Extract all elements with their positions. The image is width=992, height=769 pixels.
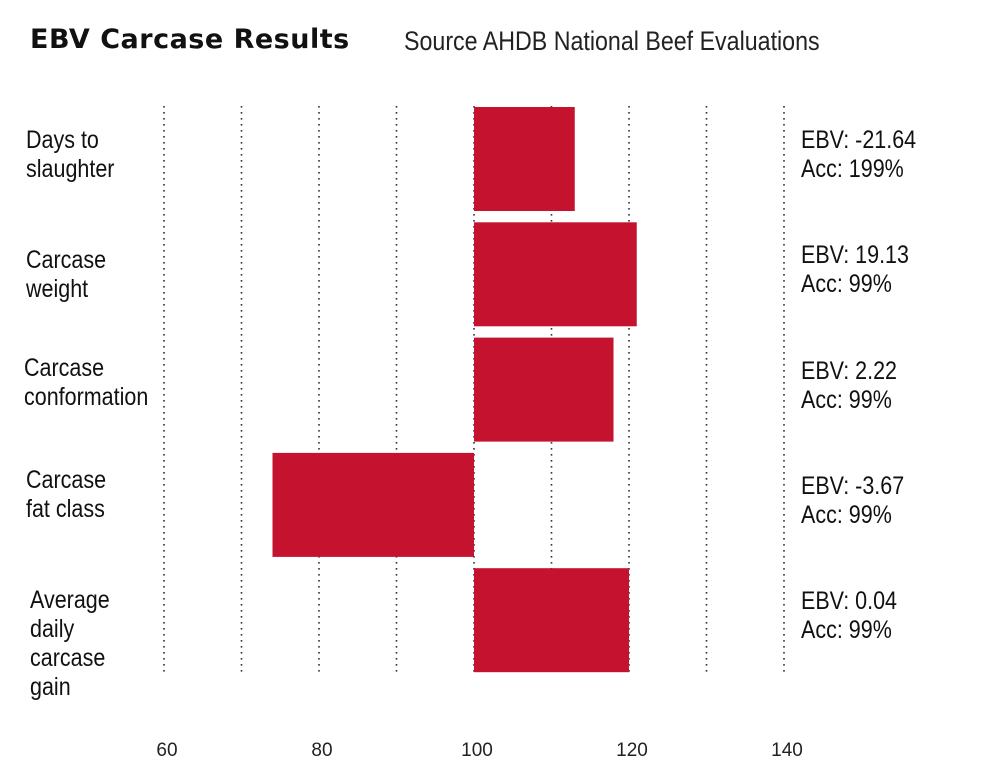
ebv-value: EBV: -3.67 [801,471,905,500]
category-label-line: gain [30,673,71,701]
bar [474,337,614,442]
category-label-line: carcase [30,644,106,672]
category-label: Days to slaughter [26,126,114,184]
accuracy-value: Acc: 199% [801,155,904,183]
x-tick-label: 140 [771,740,803,761]
category-label-line: Days to [26,126,99,154]
category-label-line: conformation [24,383,149,411]
category-label-line: fat class [26,495,105,523]
accuracy-value: Acc: 99% [801,385,892,414]
bars [272,107,637,673]
category-label: Carcase conformation [24,354,148,412]
chart-subtitle: Source AHDB National Beef Evaluations [404,26,820,56]
accuracy-value: Acc: 99% [801,616,892,645]
category-label-line: Carcase [26,246,107,274]
chart-title: EBV Carcase Results [30,24,350,55]
bar [474,222,637,327]
category-label-line: daily [30,615,75,643]
category-label-line: Carcase [24,354,105,382]
bar [474,568,629,673]
bar [272,452,474,557]
x-tick-labels: 60 80 100 120 140 [156,740,802,761]
category-label-line: slaughter [26,155,115,183]
x-tick-label: 80 [311,740,332,761]
category-label-line: Carcase [26,466,107,494]
ebv-value: EBV: 19.13 [801,241,909,270]
bar [474,107,575,211]
bar-annotation: EBV: -3.67 Acc: 99% [801,472,904,530]
category-label-line: weight [26,275,89,303]
ebv-value: EBV: -21.64 [801,126,917,154]
ebv-value: EBV: 0.04 [801,587,898,616]
category-label: Carcase fat class [26,466,106,524]
x-tick-label: 60 [156,740,177,761]
category-label: Carcase weight [26,246,106,304]
category-label: Average daily carcase gain [30,586,110,702]
ebv-value: EBV: 2.22 [801,356,898,385]
accuracy-value: Acc: 99% [801,270,892,299]
x-tick-label: 100 [461,740,493,761]
bar-annotation: EBV: 2.22 Acc: 99% [801,357,897,415]
x-tick-label: 120 [616,740,648,761]
bar-annotation: EBV: 19.13 Acc: 99% [801,241,909,299]
bar-annotation: EBV: -21.64 Acc: 199% [801,126,916,184]
bar-annotation: EBV: 0.04 Acc: 99% [801,587,897,645]
accuracy-value: Acc: 99% [801,500,892,529]
category-label-line: Average [30,586,110,614]
